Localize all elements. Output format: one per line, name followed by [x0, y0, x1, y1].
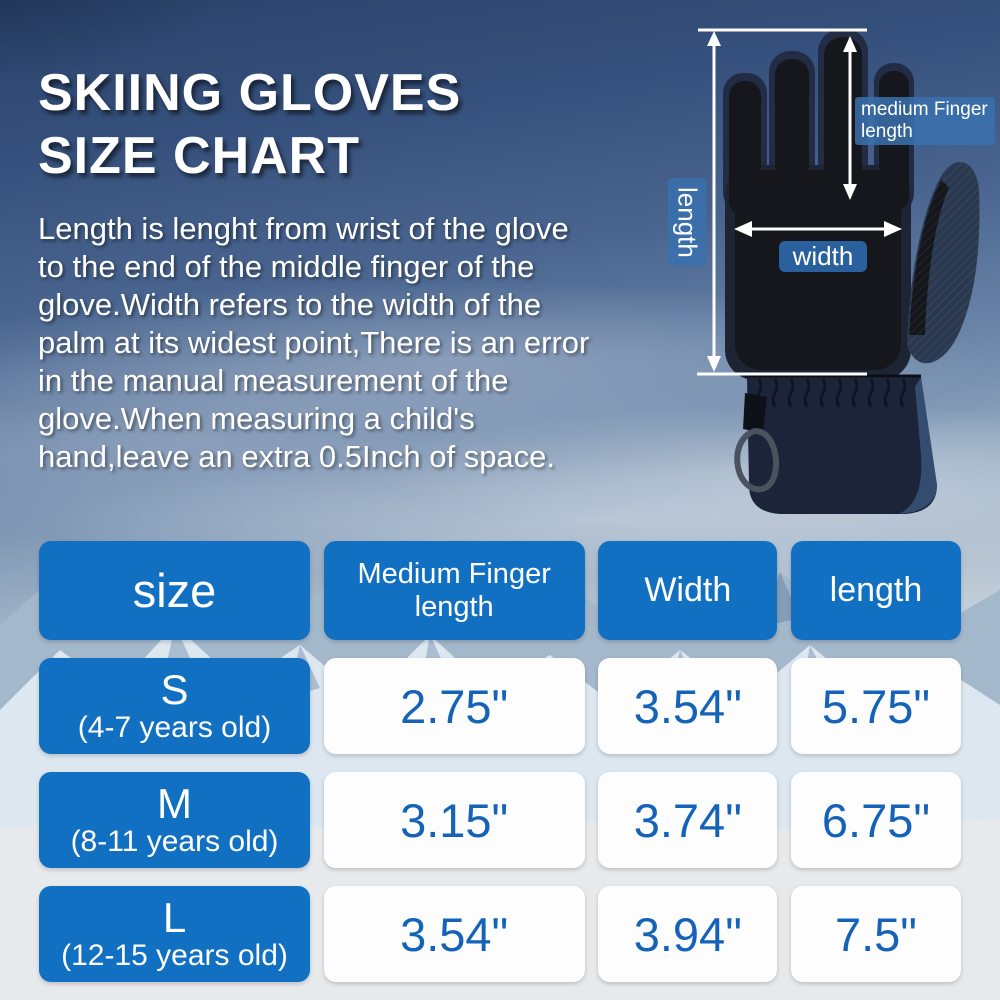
value-l-width: 3.94"	[598, 886, 778, 982]
size-age-range: (4-7 years old)	[77, 711, 272, 744]
length-label: length	[668, 178, 706, 266]
title-line-1: SKIING GLOVES	[38, 64, 462, 122]
size-chart-table: size Medium Finger length Width length S…	[39, 541, 961, 982]
value-s-finger: 2.75"	[323, 658, 585, 754]
description-text: Length is lenght from wrist of the glove…	[38, 211, 590, 474]
value-l-finger: 3.54"	[323, 886, 585, 982]
width-label: width	[779, 241, 867, 272]
size-cell-l: L (12-15 years old)	[39, 886, 310, 982]
glove-cuff	[747, 377, 937, 514]
value-m-width: 3.74"	[598, 772, 778, 868]
header-length: length	[790, 541, 961, 640]
size-age-range: (12-15 years old)	[61, 939, 288, 972]
size-letter: L	[162, 894, 187, 941]
size-age-range: (8-11 years old)	[70, 825, 279, 858]
finger-length-label: medium Finger length	[855, 97, 995, 145]
value-s-length: 5.75"	[790, 658, 961, 754]
glove-photo	[723, 29, 980, 514]
size-cell-s: S (4-7 years old)	[39, 658, 310, 754]
glove-cuff-highlight	[899, 377, 937, 514]
page-title: SKIING GLOVES SIZE CHART	[38, 62, 461, 188]
header-width: Width	[598, 541, 778, 640]
value-m-finger: 3.15"	[323, 772, 585, 868]
carabiner-strap	[743, 393, 767, 433]
size-cell-m: M (8-11 years old)	[39, 772, 310, 868]
value-s-width: 3.54"	[598, 658, 778, 754]
value-m-length: 6.75"	[790, 772, 961, 868]
header-size: size	[39, 541, 310, 640]
size-letter: S	[160, 666, 189, 713]
value-l-length: 7.5"	[790, 886, 961, 982]
size-letter: M	[157, 780, 192, 827]
header-medium-finger-length: Medium Finger length	[323, 541, 585, 640]
title-line-2: SIZE CHART	[38, 127, 360, 185]
carabiner-icon	[734, 427, 780, 493]
glove-thumb-texture	[907, 161, 980, 364]
